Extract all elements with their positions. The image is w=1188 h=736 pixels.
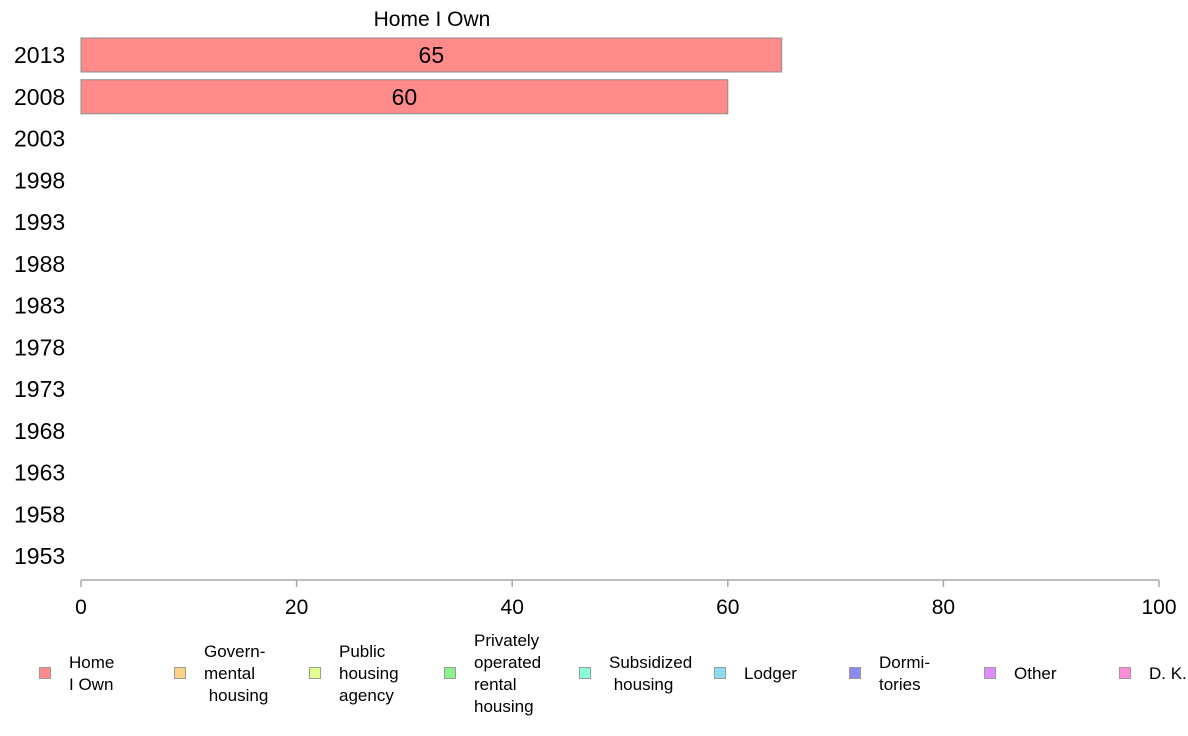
legend-swatch	[1119, 667, 1131, 679]
legend-swatch	[579, 667, 591, 679]
y-tick-label: 1983	[14, 293, 65, 319]
legend-label: Other	[1014, 664, 1057, 683]
bar	[80, 37, 783, 73]
y-tick-label: 1998	[14, 167, 65, 193]
y-tick-label: 1968	[14, 418, 65, 444]
legend-label: Privately operated rental housing	[474, 631, 542, 716]
legend-label: Dormi- tories	[879, 653, 930, 694]
bar	[80, 79, 729, 115]
y-tick-label: 1963	[14, 460, 65, 486]
y-tick-label: 2003	[14, 126, 65, 152]
x-tick-label: 80	[932, 596, 955, 619]
legend-label: Govern- mental housing	[204, 642, 269, 705]
legend-swatch	[849, 667, 861, 679]
data-label: 65	[419, 42, 445, 68]
y-tick-label: 1978	[14, 334, 65, 360]
y-tick-label: 1973	[14, 376, 65, 402]
legend-swatch	[714, 667, 726, 679]
legend-label: Public housing agency	[339, 642, 399, 705]
y-tick-label: 1953	[14, 543, 65, 569]
x-tick-label: 20	[285, 596, 308, 619]
y-tick-label: 1993	[14, 209, 65, 235]
y-tick-label: 1958	[14, 501, 65, 527]
legend-swatch	[39, 667, 51, 679]
legend-swatch	[174, 667, 186, 679]
legend-swatch	[444, 667, 456, 679]
legend-label: Lodger	[744, 664, 797, 683]
x-tick-label: 0	[75, 596, 87, 619]
y-tick-label: 1988	[14, 251, 65, 277]
x-tick-label: 40	[501, 596, 524, 619]
x-tick-label: 100	[1141, 596, 1176, 619]
data-label: 60	[392, 84, 418, 110]
y-axis-labels: 2013 2008 2003 1998 1993 1988 1983 1978 1973 1968…	[14, 42, 65, 569]
legend-label: Subsidized housing	[609, 653, 693, 694]
y-tick-label: 2013	[14, 42, 65, 68]
legend-swatch	[309, 667, 321, 679]
legend-swatch	[984, 667, 996, 679]
legend-label: D. K.	[1149, 664, 1187, 683]
chart-title: Home I Own	[374, 8, 491, 31]
y-tick-label: 2008	[14, 84, 65, 110]
x-axis: 0 20 40 60 80 100	[75, 579, 1177, 619]
legend-label: Home I Own	[69, 653, 115, 694]
x-tick-label: 60	[716, 596, 739, 619]
